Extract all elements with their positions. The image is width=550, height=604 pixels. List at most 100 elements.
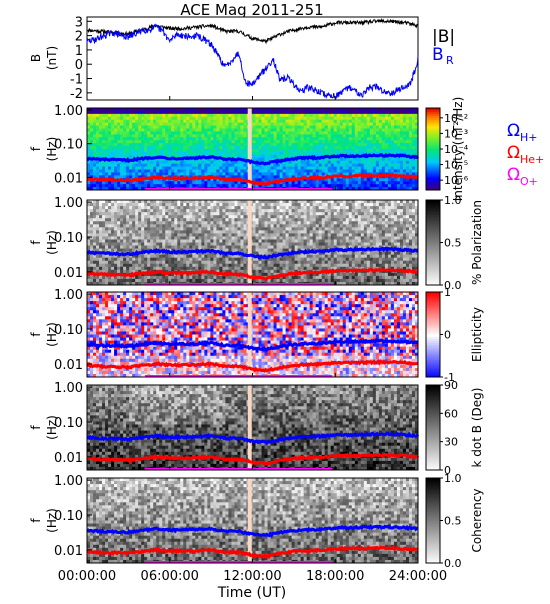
heatmap-cell xyxy=(316,149,319,152)
heatmap-cell xyxy=(111,140,114,143)
heatmap-cell xyxy=(186,264,189,267)
heatmap-cell xyxy=(370,129,373,132)
heatmap-cell xyxy=(364,167,367,170)
heatmap-cell xyxy=(117,270,120,273)
heatmap-cell xyxy=(213,184,216,187)
heatmap-cell xyxy=(96,172,99,175)
heatmap-cell xyxy=(234,227,237,230)
heatmap-cell xyxy=(108,143,111,146)
heatmap-cell xyxy=(328,178,331,181)
heatmap-cell xyxy=(397,129,400,132)
heatmap-cell xyxy=(105,152,108,155)
heatmap-cell xyxy=(177,230,180,233)
heatmap-cell xyxy=(331,164,334,167)
heatmap-cell xyxy=(268,279,271,282)
heatmap-cell xyxy=(171,212,174,215)
heatmap-cell xyxy=(141,233,144,236)
heatmap-cell xyxy=(367,181,370,184)
heatmap-cell xyxy=(301,172,304,175)
heatmap-cell xyxy=(132,209,135,212)
heatmap-cell xyxy=(198,236,201,239)
heatmap-cell xyxy=(310,117,313,120)
heatmap-cell xyxy=(352,114,355,117)
heatmap-cell xyxy=(361,129,364,132)
heatmap-cell xyxy=(337,111,340,114)
heatmap-cell xyxy=(379,161,382,164)
heatmap-cell xyxy=(240,258,243,261)
heatmap-cell xyxy=(129,236,132,239)
heatmap-cell xyxy=(295,114,298,117)
heatmap-cell xyxy=(313,152,316,155)
heatmap-cell xyxy=(207,200,210,203)
heatmap-cell xyxy=(228,111,231,114)
heatmap-cell xyxy=(313,170,316,173)
heatmap-cell xyxy=(225,206,228,209)
heatmap-cell xyxy=(174,230,177,233)
heatmap-cell xyxy=(120,276,123,279)
heatmap-cell xyxy=(210,200,213,203)
heatmap-cell xyxy=(156,276,159,279)
heatmap-cell xyxy=(373,114,376,117)
heatmap-cell xyxy=(168,134,171,137)
heatmap-cell xyxy=(129,264,132,267)
heatmap-cell xyxy=(126,239,129,242)
heatmap-cell xyxy=(93,203,96,206)
heatmap-cell xyxy=(198,267,201,270)
heatmap-cell xyxy=(120,164,123,167)
heatmap-cell xyxy=(253,249,256,252)
heatmap-cell xyxy=(156,161,159,164)
heatmap-cell xyxy=(198,243,201,246)
heatmap-cell xyxy=(286,152,289,155)
heatmap-cell xyxy=(144,264,147,267)
heatmap-cell xyxy=(96,152,99,155)
heatmap-cell xyxy=(108,155,111,158)
heatmap-cell xyxy=(99,246,102,249)
heatmap-cell xyxy=(337,170,340,173)
heatmap-cell xyxy=(144,243,147,246)
heatmap-cell xyxy=(162,126,165,129)
heatmap-cell xyxy=(265,270,268,273)
heatmap-cell xyxy=(253,206,256,209)
heatmap-cell xyxy=(216,117,219,120)
heatmap-cell xyxy=(117,155,120,158)
heatmap-cell xyxy=(376,134,379,137)
heatmap-cell xyxy=(286,137,289,140)
heatmap-cell xyxy=(313,149,316,152)
heatmap-cell xyxy=(379,178,382,181)
heatmap-cell xyxy=(195,209,198,212)
heatmap-cell xyxy=(394,149,397,152)
heatmap-cell xyxy=(156,140,159,143)
heatmap-cell xyxy=(192,224,195,227)
heatmap-cell xyxy=(274,131,277,134)
heatmap-cell xyxy=(228,221,231,224)
heatmap-cell xyxy=(216,267,219,270)
heatmap-cell xyxy=(207,261,210,264)
heatmap-cell xyxy=(117,233,120,236)
heatmap-cell xyxy=(186,233,189,236)
heatmap-cell xyxy=(165,215,168,218)
heatmap-cell xyxy=(162,218,165,221)
heatmap-cell xyxy=(213,129,216,132)
heatmap-cell xyxy=(204,114,207,117)
heatmap-cell xyxy=(225,123,228,126)
heatmap-cell xyxy=(352,178,355,181)
heatmap-cell xyxy=(331,134,334,137)
heatmap-cell xyxy=(186,212,189,215)
heatmap-cell xyxy=(201,239,204,242)
heatmap-cell xyxy=(222,111,225,114)
heatmap-cell xyxy=(319,170,322,173)
heatmap-cell xyxy=(343,178,346,181)
heatmap-cell xyxy=(301,134,304,137)
heatmap-cell xyxy=(213,152,216,155)
heatmap-cell xyxy=(114,172,117,175)
heatmap-cell xyxy=(259,155,262,158)
heatmap-cell xyxy=(225,161,228,164)
heatmap-cell xyxy=(228,126,231,129)
heatmap-cell xyxy=(394,134,397,137)
heatmap-cell xyxy=(243,203,246,206)
heatmap-cell xyxy=(120,239,123,242)
heatmap-cell xyxy=(228,212,231,215)
heatmap-cell xyxy=(168,111,171,114)
heatmap-cell xyxy=(388,126,391,129)
heatmap-cell xyxy=(316,126,319,129)
